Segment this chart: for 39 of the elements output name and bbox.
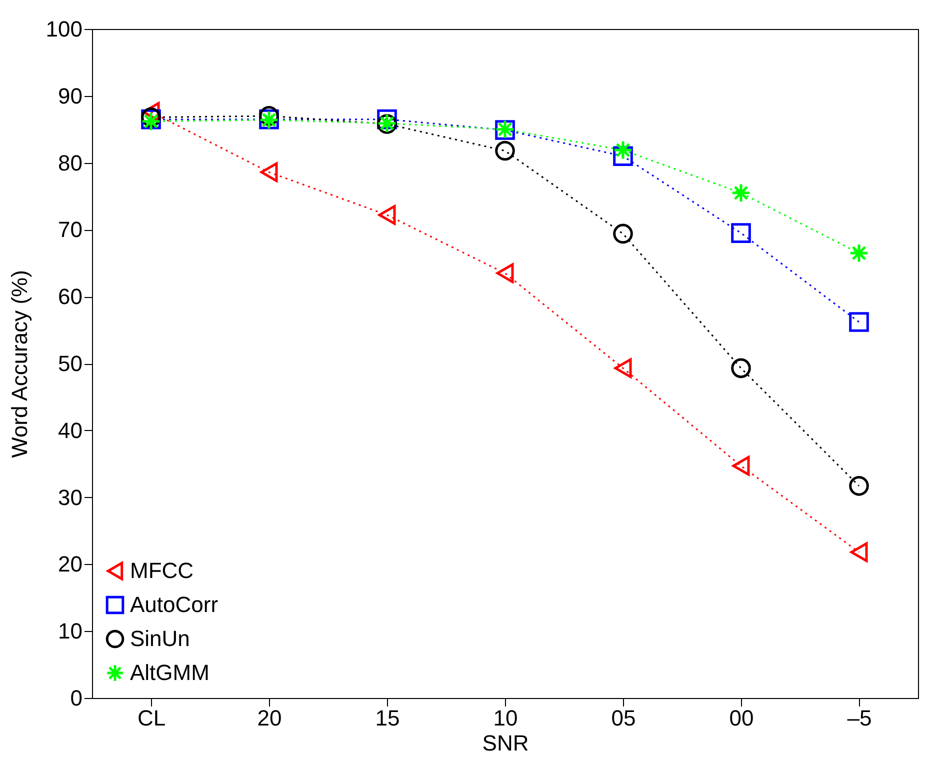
y-tick-label: 100: [46, 16, 82, 42]
x-tick-label: CL: [137, 706, 166, 730]
point: [849, 243, 869, 264]
point: [378, 205, 396, 225]
point: [731, 358, 751, 378]
y-tick-label: 40: [58, 418, 82, 443]
y-axis-title: Word Accuracy (%): [6, 270, 32, 458]
point: [613, 140, 633, 160]
y-tick-label: 10: [58, 618, 82, 644]
y-tick-label: 0: [70, 686, 82, 710]
point: [614, 358, 632, 378]
point: [613, 224, 633, 244]
x-tick-label: –5: [847, 706, 872, 730]
y-tick-label: 30: [58, 484, 82, 510]
y-tick-label: 50: [58, 351, 82, 376]
point: [849, 312, 869, 332]
legend-label: AutoCorr: [130, 592, 218, 617]
point: [732, 456, 750, 476]
x-tick-label: 20: [257, 706, 282, 730]
x-tick-label: 10: [493, 706, 518, 730]
legend-label: SinUn: [130, 626, 190, 651]
point: [731, 223, 751, 243]
point: [260, 162, 278, 182]
point: [849, 476, 869, 496]
x-tick-label: 15: [375, 706, 400, 730]
x-tick-label: 00: [729, 706, 754, 730]
point: [731, 182, 751, 203]
y-tick-label: 80: [58, 150, 82, 176]
x-axis-title: SNR: [482, 730, 529, 756]
y-tick-label: 60: [58, 284, 82, 310]
y-tick-label: 90: [58, 83, 82, 108]
legend-label: AltGMM: [130, 660, 210, 685]
x-tick-label: 05: [611, 706, 636, 730]
legend-label: MFCC: [130, 558, 194, 583]
point: [495, 140, 515, 161]
y-tick-label: 20: [58, 552, 82, 577]
y-tick-label: 70: [58, 217, 82, 242]
point: [496, 263, 514, 284]
point: [850, 542, 868, 562]
